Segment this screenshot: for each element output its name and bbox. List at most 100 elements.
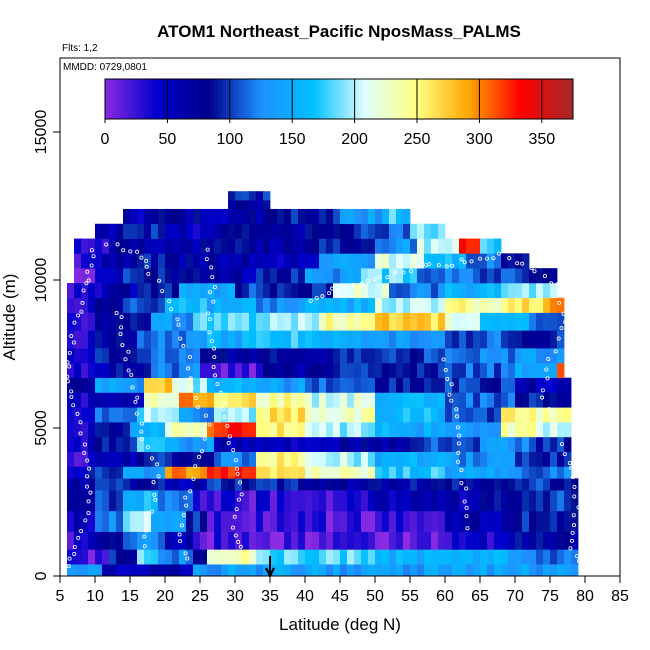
heatmap-cell [368,451,376,467]
heatmap-cell [207,208,215,225]
heatmap-cell [130,377,138,393]
heatmap-cell [263,377,271,393]
x-tick-label: 40 [296,588,314,605]
heatmap-cell [536,268,544,284]
heatmap-cell [459,407,467,423]
sample-point [225,423,230,428]
heatmap-cell [375,223,383,239]
heatmap-cell [515,297,523,313]
heatmap-cell [522,478,530,491]
sample-point [441,357,446,362]
heatmap-cell [536,510,544,532]
heatmap-cell [536,348,544,364]
heatmap-cell [452,312,460,331]
heatmap-cell [228,362,236,378]
heatmap-cell [81,490,89,512]
heatmap-cell [172,362,180,378]
sample-point [133,399,138,404]
heatmap-cell [466,490,474,512]
heatmap-cell [221,312,229,331]
sample-point [520,261,525,266]
heatmap-cell [186,466,194,479]
heatmap-cell [165,549,173,565]
heatmap-cell [417,490,425,512]
heatmap-cell [522,268,530,284]
heatmap-cell [396,531,404,550]
heatmap-cell [305,297,313,313]
heatmap-cell [270,478,278,491]
heatmap-cell [221,510,229,532]
heatmap-cell [382,478,390,491]
heatmap-cell [165,208,173,225]
heatmap-cell [179,549,187,565]
heatmap-cell [452,436,460,452]
heatmap-cell [109,436,117,452]
heatmap-cell [522,407,530,423]
heatmap-cell [312,208,320,225]
heatmap-cell [81,422,89,438]
heatmap-cell [508,268,516,284]
heatmap-cell [382,466,390,479]
heatmap-cell [529,422,537,438]
sample-point [231,448,236,453]
heatmap-cell [221,282,229,299]
heatmap-cell [368,297,376,313]
colorbar-tick-label: 100 [216,131,243,148]
heatmap-cell [130,451,138,467]
sample-point [544,367,549,372]
heatmap-cell [508,377,516,393]
heatmap-cell [452,238,460,254]
heatmap-cell [235,348,243,364]
heatmap-cell [81,348,89,364]
heatmap-cell [151,330,159,349]
heatmap-cell [473,531,481,550]
heatmap-cell [529,451,537,467]
heatmap-cell [144,282,152,299]
colorbar-swatch [280,79,285,119]
heatmap-cell [214,407,222,423]
heatmap-cell [487,451,495,467]
heatmap-cell [396,282,404,299]
heatmap-cell [235,253,243,269]
heatmap-cell [102,312,110,331]
heatmap-cell [249,208,257,225]
heatmap-cell [95,549,103,565]
date-note: MMDD: 0729,0801 [63,62,147,73]
heatmap-cell [249,510,257,532]
heatmap-cell [347,268,355,284]
heatmap-cell [221,377,229,393]
heatmap-cell [333,422,341,438]
heatmap-cell [473,490,481,512]
heatmap-cell [389,531,397,550]
colorbar-swatch [116,79,122,119]
heatmap-cell [144,531,152,550]
sample-point [188,489,193,494]
heatmap-cell [130,490,138,512]
colorbar-swatch [569,79,574,119]
sample-point [126,349,131,354]
heatmap-cell [298,223,306,239]
heatmap-cell [417,531,425,550]
heatmap-cell [207,223,215,239]
heatmap-cell [382,549,390,565]
heatmap-cell [368,268,376,284]
heatmap-cell [375,392,383,408]
heatmap-cell [543,451,551,467]
heatmap-cell [284,451,292,467]
sample-point [547,407,552,412]
heatmap-cell [228,564,236,577]
heatmap-cell [438,407,446,423]
heatmap-cell [158,466,166,479]
heatmap-cell [557,531,565,550]
heatmap-cell [522,348,530,364]
heatmap-cell [137,297,145,313]
heatmap-cell [312,268,320,284]
heatmap-cell [564,436,572,452]
heatmap-cell [410,223,418,239]
colorbar-swatch [311,79,317,119]
heatmap-cell [102,422,110,438]
sample-point [69,389,74,394]
heatmap-cell [382,436,390,452]
sample-point [213,373,218,378]
sample-point [327,291,332,296]
